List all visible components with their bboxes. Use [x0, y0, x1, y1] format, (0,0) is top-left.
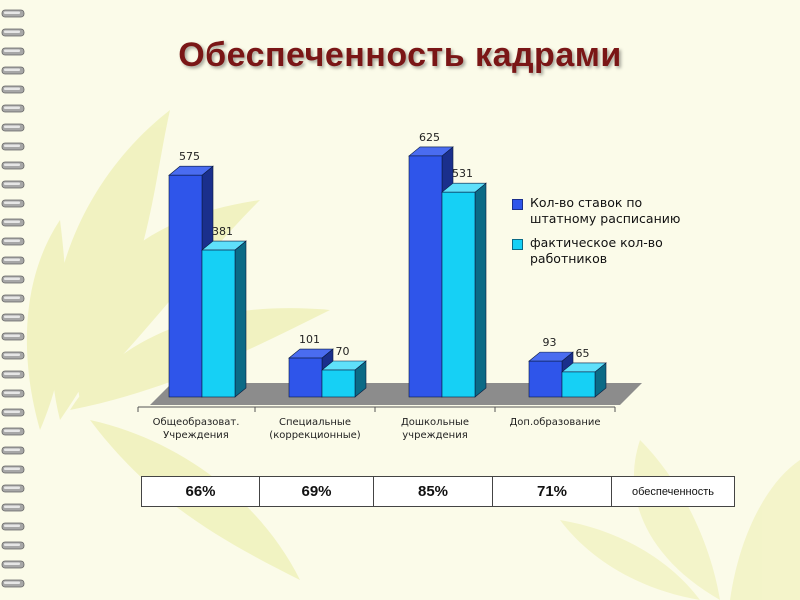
legend-label-series-1: Кол-во ставок по штатному расписанию [530, 195, 681, 226]
data-label-series-1-cat-4: 93 [543, 336, 557, 349]
coverage-cell-1: 66% [141, 476, 260, 507]
binding-ring-highlight [4, 429, 20, 432]
data-label-series-1-cat-3: 625 [419, 131, 440, 144]
binding-ring-highlight [4, 144, 20, 147]
binding-ring-highlight [4, 391, 20, 394]
legend-item-series-2: фактическое кол-во работников [512, 235, 712, 267]
coverage-cell-2: 69% [259, 476, 374, 507]
binding-ring-highlight [4, 543, 20, 546]
binding-ring-highlight [4, 68, 20, 71]
binding-ring-highlight [4, 277, 20, 280]
coverage-label-cell: обеспеченность [611, 476, 735, 507]
binding-ring-highlight [4, 87, 20, 90]
category-label-1: Общеобразоват. Учреждения [153, 417, 240, 441]
binding-ring-highlight [4, 182, 20, 185]
binding-ring-highlight [4, 334, 20, 337]
binding-ring-highlight [4, 353, 20, 356]
binding-ring-highlight [4, 505, 20, 508]
data-label-series-2-cat-4: 65 [576, 347, 590, 360]
chart-legend: Кол-во ставок по штатному расписанию фак… [512, 195, 712, 275]
coverage-table: 66% 69% 85% 71% обеспеченность [141, 476, 735, 507]
binding-ring-highlight [4, 562, 20, 565]
coverage-row: 66% 69% 85% 71% обеспеченность [141, 476, 735, 507]
binding-ring-highlight [4, 467, 20, 470]
category-label-2: Специальные (коррекционные) [269, 417, 360, 441]
binding-ring-highlight [4, 448, 20, 451]
binding-ring-highlight [4, 220, 20, 223]
data-label-series-1-cat-2: 101 [299, 333, 320, 346]
legend-swatch-series-2 [512, 239, 523, 250]
binding-ring-highlight [4, 315, 20, 318]
binding-ring-highlight [4, 11, 20, 14]
binding-ring-highlight [4, 296, 20, 299]
binding-ring-highlight [4, 372, 20, 375]
legend-label-series-2: фактическое кол-во работников [530, 235, 663, 266]
binding-ring-highlight [4, 163, 20, 166]
binding-ring-highlight [4, 581, 20, 584]
category-label-4: Доп.образование [509, 417, 600, 428]
binding-ring-highlight [4, 30, 20, 33]
bar-series-2-cat-4 [561, 362, 607, 398]
chart-floor [150, 383, 642, 405]
binding-ring-highlight [4, 524, 20, 527]
bar-series-1-cat-2 [288, 348, 334, 398]
category-label-3: Дошкольные учреждения [401, 417, 469, 441]
bar-series-2-cat-3 [441, 182, 487, 398]
bar-series-2-cat-2 [321, 360, 367, 398]
legend-item-series-1: Кол-во ставок по штатному расписанию [512, 195, 712, 227]
data-label-series-2-cat-3: 531 [452, 167, 473, 180]
data-label-series-2-cat-2: 70 [336, 345, 350, 358]
binding-ring-highlight [4, 201, 20, 204]
data-label-series-1-cat-1: 575 [179, 150, 200, 163]
binding-ring-highlight [4, 486, 20, 489]
coverage-cell-3: 85% [373, 476, 493, 507]
bar-series-2-cat-1 [201, 240, 247, 398]
legend-swatch-series-1 [512, 199, 523, 210]
binding-ring-highlight [4, 239, 20, 242]
binding-ring-highlight [4, 410, 20, 413]
page-title: Обеспеченность кадрами [178, 36, 622, 74]
data-label-series-2-cat-1: 381 [212, 225, 233, 238]
coverage-cell-4: 71% [492, 476, 612, 507]
binding-ring-highlight [4, 49, 20, 52]
binding-ring-highlight [4, 125, 20, 128]
binding-ring-highlight [4, 106, 20, 109]
binding-ring-highlight [4, 258, 20, 261]
